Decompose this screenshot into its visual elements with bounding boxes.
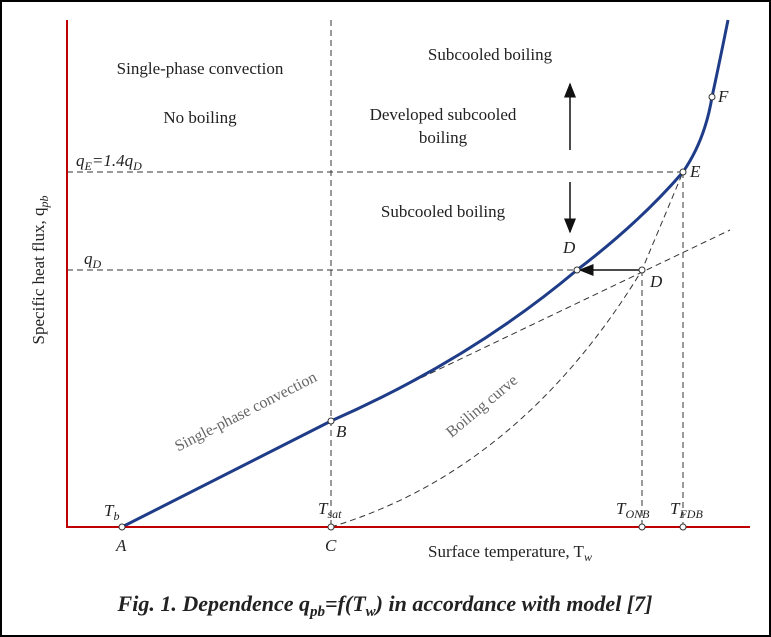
point-label: A bbox=[115, 536, 127, 555]
point-label: D bbox=[562, 238, 576, 257]
region-label: Single-phase convection bbox=[117, 59, 284, 78]
qe-label: qE=1.4qD bbox=[76, 151, 142, 173]
point-label: F bbox=[717, 87, 729, 106]
point-markers bbox=[118, 93, 716, 531]
point-label: E bbox=[689, 162, 701, 181]
point-label: D bbox=[649, 272, 663, 291]
region-label: Developed subcooled bbox=[370, 105, 517, 124]
region-label: Subcooled boiling bbox=[381, 202, 506, 221]
caption: Fig. 1. Dependence qpb=f(Tw) in accordan… bbox=[117, 591, 653, 620]
qd-label: qD bbox=[84, 249, 102, 271]
temp-label: TFDB bbox=[670, 499, 703, 521]
region-label: boiling bbox=[419, 128, 468, 147]
region-label: No boiling bbox=[163, 108, 237, 127]
temp-label: TONB bbox=[616, 499, 650, 521]
x-axis-label: Surface temperature, Tw bbox=[428, 542, 592, 564]
temp-label: Tb bbox=[104, 501, 119, 523]
region-label: Subcooled boiling bbox=[428, 45, 553, 64]
point-label: C bbox=[325, 536, 337, 555]
boiling-curve bbox=[330, 171, 684, 528]
point-label: B bbox=[336, 422, 347, 441]
y-axis-label: Specific heat flux, qpb bbox=[29, 196, 51, 345]
temp-label: Tsat bbox=[318, 499, 342, 521]
